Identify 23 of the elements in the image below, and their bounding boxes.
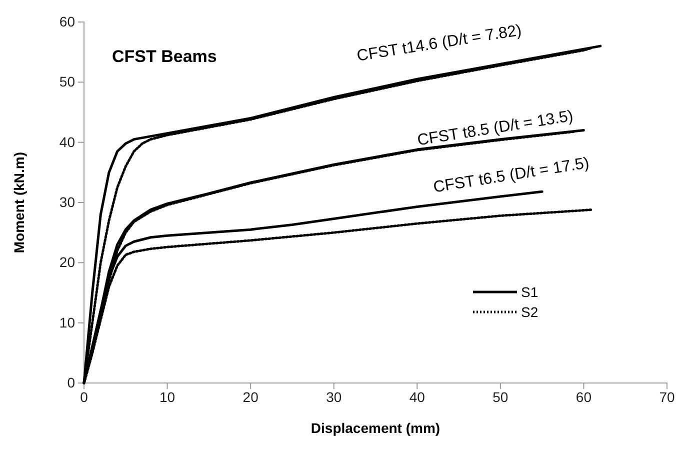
text: CFST Beams bbox=[112, 47, 217, 66]
x-axis-title: Displacement (mm) bbox=[310, 420, 440, 436]
annotation: CFST t8.5 (D/t = 13.5) bbox=[416, 108, 574, 150]
annotation: CFST t14.6 (D/t = 7.82) bbox=[356, 22, 523, 65]
y-tick-label: 40 bbox=[59, 134, 76, 150]
y-tick-label: 0 bbox=[67, 374, 76, 390]
x-tick-label: 40 bbox=[409, 388, 426, 405]
y-tick-label: 30 bbox=[59, 194, 76, 210]
x-tick-label: 70 bbox=[659, 388, 675, 405]
x-tick-label: 50 bbox=[492, 388, 508, 405]
y-tick-label: 60 bbox=[59, 13, 76, 30]
x-tick-label: 10 bbox=[159, 388, 176, 405]
x-tick-label: 20 bbox=[242, 388, 259, 405]
legend-label: S1 bbox=[521, 284, 538, 300]
y-axis-title: Moment (kN.m) bbox=[11, 152, 27, 254]
x-tick-label: 60 bbox=[576, 388, 592, 405]
annotation: CFST t6.5 (D/t = 17.5) bbox=[432, 154, 590, 196]
legend-label: S2 bbox=[521, 304, 538, 320]
x-tick-label: 30 bbox=[326, 388, 342, 405]
x-tick-label: 0 bbox=[80, 388, 88, 405]
y-tick-label: 20 bbox=[59, 254, 76, 270]
y-tick-label: 10 bbox=[59, 314, 76, 330]
y-tick-label: 50 bbox=[59, 74, 76, 90]
